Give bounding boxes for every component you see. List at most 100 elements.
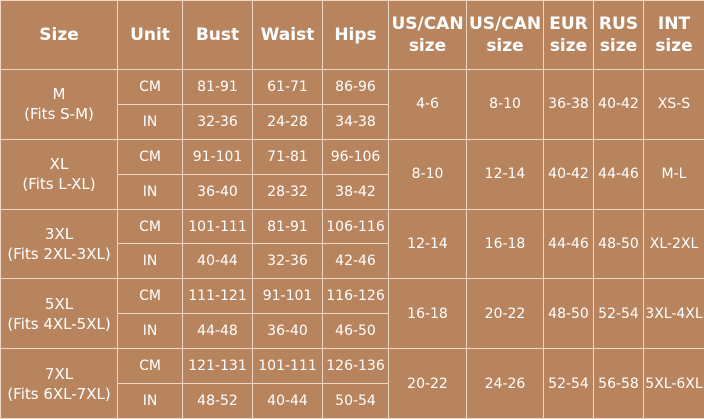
measure-cell: IN [117, 243, 183, 280]
cell-text: 126-136 [326, 358, 385, 375]
cell-text: 24-28 [267, 113, 308, 130]
table-row: XL (Fits L-XL) CM 91-101 71-81 96-106 8-10 12-1… [0, 138, 704, 210]
table-row: IN 36-40 28-32 38-42 [1, 173, 704, 210]
cell-text: CM [139, 78, 161, 95]
cell-text: 44-48 [197, 323, 238, 340]
cell-text: 71-81 [267, 148, 308, 165]
measure-cell: 44-48 [182, 313, 253, 350]
measure-cell: CM [117, 138, 183, 175]
header-row: Size Unit Bust Waist Hips US/CAN size US/CAN siz… [0, 0, 704, 70]
size-cell: 5XL (Fits 4XL-5XL) [0, 278, 118, 350]
cell-text: XL-2XL [649, 235, 699, 252]
cell-text: M-L [661, 166, 687, 183]
cell-text: 16-18 [484, 235, 526, 252]
conversion-cell: 16-18 [466, 208, 544, 280]
cell-text: US/CAN [468, 14, 542, 34]
size-cell: M (Fits S-M) [0, 69, 118, 140]
measure-cell: 71-81 [252, 138, 323, 175]
cell-text: 28-32 [267, 183, 308, 200]
cell-text: 38-42 [335, 183, 376, 200]
cell-text: 34-38 [335, 113, 376, 130]
table-body: M (Fits S-M) CM 81-91 61-71 86-96 4-6 8-10 36-38… [0, 69, 704, 419]
cell-text: 48-50 [548, 305, 589, 322]
cell-text: 96-106 [330, 148, 381, 165]
cell-text: 42-46 [335, 253, 376, 270]
measure-cell: 126-136 [322, 348, 389, 385]
cell-text: 36-38 [548, 96, 589, 113]
measure-cell: 81-91 [252, 208, 323, 245]
cell-text: (Fits L-XL) [22, 175, 96, 194]
cell-text: 20-22 [407, 375, 448, 392]
conversion-cell: 52-54 [593, 278, 644, 350]
cell-text: M [52, 85, 66, 104]
cell-text: 32-36 [267, 253, 308, 270]
cell-text: size [486, 36, 524, 56]
size-cell: XL (Fits L-XL) [0, 138, 118, 210]
measure-cell: CM [117, 69, 183, 105]
cell-text: 86-96 [335, 78, 376, 95]
measure-cell: 28-32 [252, 173, 323, 210]
cell-text: 44-46 [598, 166, 639, 183]
cell-text: XL [49, 155, 69, 174]
header-cell: US/CAN size [388, 0, 467, 70]
measure-cell: 91-101 [182, 138, 253, 175]
cell-text: 36-40 [197, 183, 238, 200]
conversion-cell: 48-50 [543, 278, 594, 350]
table-row: M (Fits S-M) CM 81-91 61-71 86-96 4-6 8-10 36-38… [0, 69, 704, 140]
cell-text: 50-54 [335, 393, 376, 409]
table-row: IN 48-52 40-44 50-54 [1, 383, 704, 419]
conversion-cell: 12-14 [388, 208, 467, 280]
conversion-cell: 44-46 [543, 208, 594, 280]
conversion-cell: XL-2XL [643, 208, 704, 280]
cell-text: 4-6 [416, 96, 439, 113]
header-cell: Size [0, 0, 118, 70]
header-cell: Hips [322, 0, 389, 70]
cell-text: size [655, 36, 693, 56]
cell-text: 8-10 [489, 96, 521, 113]
cell-text: 3XL [44, 224, 74, 243]
conversion-cell: 40-42 [593, 69, 644, 140]
cell-text: 8-10 [411, 166, 444, 183]
conversion-cell: 16-18 [388, 278, 467, 350]
cell-text: 61-71 [267, 78, 308, 95]
measure-cell: 81-91 [182, 69, 253, 105]
conversion-cell: 56-58 [593, 348, 644, 419]
measure-cell: 32-36 [252, 243, 323, 280]
measure-cell: CM [117, 278, 183, 315]
header-cell: RUS size [593, 0, 644, 70]
measure-cell: 116-126 [322, 278, 389, 315]
cell-text: 46-50 [335, 323, 376, 340]
conversion-cell: 36-38 [543, 69, 594, 140]
measure-cell: 96-106 [322, 138, 389, 175]
cell-text: 52-54 [598, 305, 639, 322]
cell-text: 44-46 [548, 235, 589, 252]
cell-text: 91-101 [192, 148, 243, 165]
cell-text: CM [139, 288, 161, 305]
header-cell: Bust [182, 0, 253, 70]
table-row: IN 40-44 32-36 42-46 [1, 243, 704, 280]
cell-text: 32-36 [197, 113, 238, 130]
conversion-cell: 20-22 [388, 348, 467, 419]
cell-text: CM [139, 148, 161, 165]
cell-text: IN [142, 113, 158, 130]
table-row: 3XL (Fits 2XL-3XL) CM 101-111 81-91 106-116 12… [0, 208, 704, 280]
measure-cell: 46-50 [322, 313, 389, 350]
measure-cell: 36-40 [182, 173, 253, 210]
cell-text: CM [139, 358, 161, 375]
cell-text: 20-22 [484, 305, 526, 322]
cell-text: 40-42 [598, 96, 639, 113]
cell-text: 3XL-4XL [645, 305, 703, 322]
cell-text: 121-131 [188, 358, 247, 375]
conversion-cell: 12-14 [466, 138, 544, 210]
cell-text: size [549, 36, 588, 56]
measure-cell: 91-101 [252, 278, 323, 315]
measure-cell: 86-96 [322, 69, 389, 105]
table-row: 7XL (Fits 6XL-7XL) CM 121-131 101-111 126-136… [0, 348, 704, 419]
cell-text: 101-111 [188, 218, 247, 235]
size-cell: 3XL (Fits 2XL-3XL) [0, 208, 118, 280]
cell-text: XS-S [657, 96, 691, 113]
cell-text: 24-26 [484, 375, 526, 392]
cell-text: RUS [598, 14, 639, 34]
